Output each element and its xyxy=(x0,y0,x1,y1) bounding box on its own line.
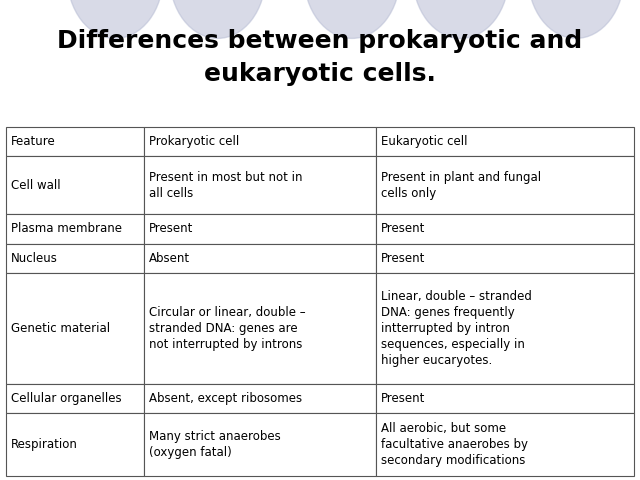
Bar xyxy=(6,127,145,156)
Bar xyxy=(376,384,634,413)
Text: Eukaryotic cell: Eukaryotic cell xyxy=(381,135,467,148)
Text: Circular or linear, double –
stranded DNA: genes are
not interrupted by introns: Circular or linear, double – stranded DN… xyxy=(149,306,305,350)
Bar xyxy=(6,215,145,243)
Bar xyxy=(145,413,376,476)
Text: Absent: Absent xyxy=(149,252,190,264)
Bar xyxy=(6,243,145,273)
Bar xyxy=(145,273,376,384)
Text: Feature: Feature xyxy=(11,135,56,148)
Bar xyxy=(376,273,634,384)
Bar xyxy=(145,156,376,215)
Text: Nucleus: Nucleus xyxy=(11,252,58,264)
Text: Present: Present xyxy=(149,222,193,236)
Bar xyxy=(376,156,634,215)
Text: Cellular organelles: Cellular organelles xyxy=(11,392,122,405)
Bar xyxy=(145,243,376,273)
Bar xyxy=(6,384,145,413)
Text: Many strict anaerobes
(oxygen fatal): Many strict anaerobes (oxygen fatal) xyxy=(149,430,280,459)
Bar xyxy=(6,273,145,384)
Text: Prokaryotic cell: Prokaryotic cell xyxy=(149,135,239,148)
Text: Present: Present xyxy=(381,222,426,236)
Text: All aerobic, but some
facultative anaerobes by
secondary modifications: All aerobic, but some facultative anaero… xyxy=(381,422,528,467)
Ellipse shape xyxy=(170,0,266,38)
Bar xyxy=(6,413,145,476)
Ellipse shape xyxy=(304,0,400,38)
Bar xyxy=(376,127,634,156)
Text: eukaryotic cells.: eukaryotic cells. xyxy=(204,62,436,86)
Text: Differences between prokaryotic and: Differences between prokaryotic and xyxy=(58,29,582,53)
Text: Cell wall: Cell wall xyxy=(11,179,61,192)
Text: Genetic material: Genetic material xyxy=(11,322,110,335)
Text: Plasma membrane: Plasma membrane xyxy=(11,222,122,236)
Bar xyxy=(145,127,376,156)
Bar xyxy=(145,384,376,413)
Text: Present: Present xyxy=(381,392,426,405)
Bar xyxy=(376,243,634,273)
Text: Absent, except ribosomes: Absent, except ribosomes xyxy=(149,392,302,405)
Text: Present in plant and fungal
cells only: Present in plant and fungal cells only xyxy=(381,171,541,200)
Text: Present in most but not in
all cells: Present in most but not in all cells xyxy=(149,171,302,200)
Bar xyxy=(145,215,376,243)
Text: Linear, double – stranded
DNA: genes frequently
intterrupted by intron
sequences: Linear, double – stranded DNA: genes fre… xyxy=(381,289,532,367)
Bar xyxy=(376,215,634,243)
Text: Respiration: Respiration xyxy=(11,438,77,451)
Bar xyxy=(376,413,634,476)
Ellipse shape xyxy=(67,0,163,38)
Bar xyxy=(6,156,145,215)
Ellipse shape xyxy=(413,0,509,38)
Ellipse shape xyxy=(528,0,624,38)
Text: Present: Present xyxy=(381,252,426,264)
